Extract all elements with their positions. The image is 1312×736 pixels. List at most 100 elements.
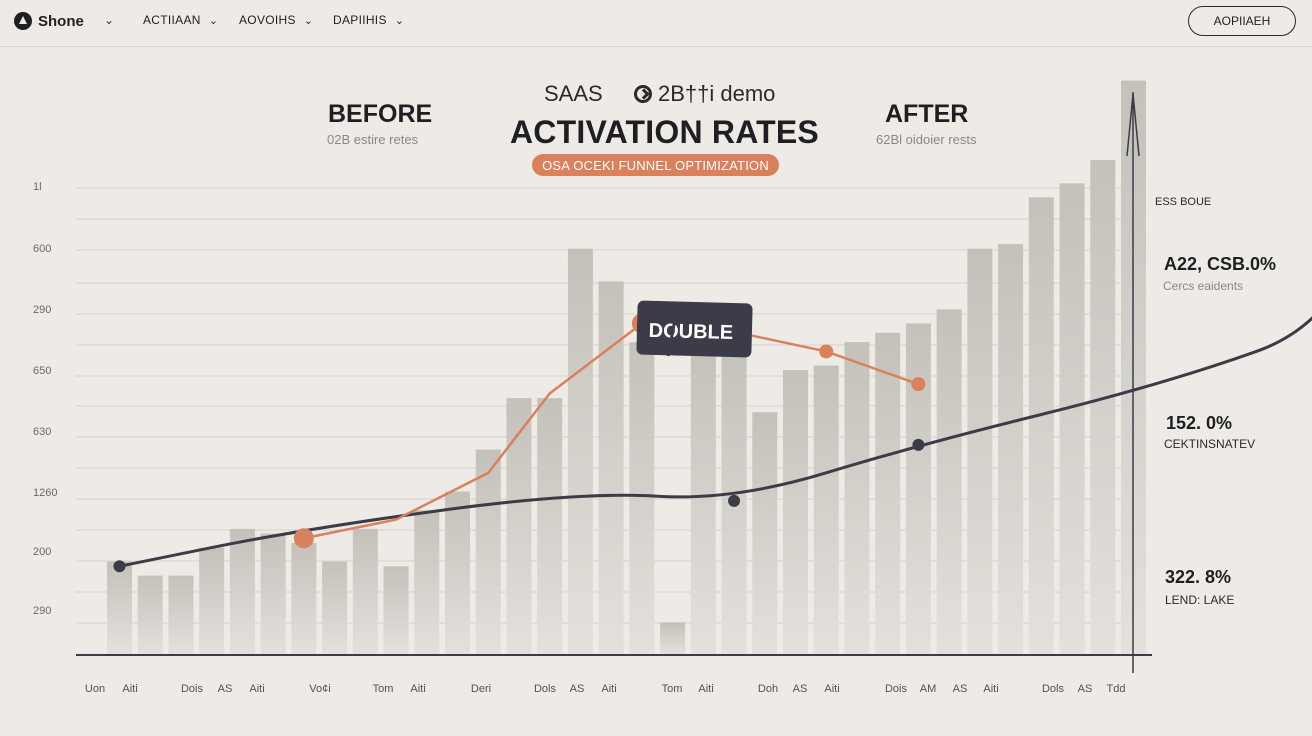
y-tick-label: 650 <box>33 365 51 377</box>
x-tick-label: Dols <box>1042 683 1065 695</box>
y-tick-label: 1260 <box>33 487 57 499</box>
x-tick-label: Aiti <box>410 683 425 695</box>
y-tick-label: 600 <box>33 243 51 255</box>
chart-title: ACTIVATION RATES <box>510 114 819 150</box>
nav-item-label: AOVOIHS <box>239 13 296 27</box>
x-tick-label: Aiti <box>824 683 839 695</box>
series-marker <box>113 560 126 573</box>
bar <box>690 342 716 655</box>
bar <box>875 332 901 655</box>
bar <box>352 528 378 655</box>
bar <box>291 542 317 655</box>
bar <box>260 533 286 655</box>
stats-header: ESS BOUE <box>1155 196 1212 208</box>
x-tick-label: AM <box>920 683 937 695</box>
bar <box>998 244 1024 656</box>
x-tick-label: AS <box>953 683 968 695</box>
x-tick-label: Tdd <box>1107 683 1126 695</box>
y-tick-label: 1l <box>33 181 42 193</box>
bar <box>537 398 563 655</box>
y-tick-label: 290 <box>33 605 51 617</box>
bar <box>660 622 686 655</box>
bar <box>844 342 870 655</box>
x-tick-label: AS <box>793 683 808 695</box>
bar <box>598 281 624 655</box>
series-line-optimized <box>302 317 920 540</box>
stat-label-1: Cercs eaidents <box>1163 279 1244 293</box>
bar <box>199 547 225 655</box>
brand-name: Shone <box>38 12 84 30</box>
nav-item-label: DAPIIHIS <box>333 13 387 27</box>
callout-box <box>636 300 753 358</box>
after-title: AFTER <box>885 100 969 128</box>
bar <box>629 342 655 655</box>
stat-label-3: LEND: LAKE <box>1165 593 1235 607</box>
brand-logo-icon <box>14 12 32 30</box>
bar <box>414 510 440 655</box>
y-tick-label: 630 <box>33 426 51 438</box>
nav-item-3[interactable]: DAPIIHIS ⌄ <box>333 13 404 27</box>
x-tick-label: AS <box>1078 683 1093 695</box>
nav-item-label: ACTIIAAN <box>143 13 201 27</box>
x-tick-label: Tom <box>373 683 394 695</box>
nav-item-1[interactable]: ACTIIAAN ⌄ <box>143 13 218 27</box>
y-tick-label: 200 <box>33 546 51 558</box>
bar <box>567 248 593 655</box>
brand-chevron-down-icon[interactable]: ⌄ <box>104 13 115 27</box>
bar <box>229 528 255 655</box>
chevron-down-icon: ⌄ <box>208 14 219 27</box>
bar <box>936 309 962 655</box>
x-tick-label: Aiti <box>122 683 137 695</box>
x-tick-label: Dois <box>885 683 908 695</box>
nav-item-2[interactable]: AOVOIHS ⌄ <box>239 13 313 27</box>
x-tick-label: AS <box>570 683 585 695</box>
before-title: BEFORE <box>328 100 433 128</box>
stat-value-1: A22, CSB.0% <box>1164 254 1277 274</box>
bar <box>107 561 132 655</box>
after-subtitle: 62Bl oidoier rests <box>876 132 977 147</box>
bar <box>1059 183 1085 655</box>
x-tick-label: Tom <box>662 683 683 695</box>
bar <box>137 575 163 655</box>
bar <box>905 323 931 655</box>
bar <box>813 365 839 655</box>
chevron-down-icon: ⌄ <box>303 14 314 27</box>
series-marker <box>728 494 741 507</box>
x-tick-label: Aiti <box>249 683 264 695</box>
x-tick-label: Doh <box>758 683 778 695</box>
double-callout: DOUBLE <box>636 300 753 358</box>
bar <box>383 566 409 655</box>
bar <box>168 575 194 655</box>
stat-label-2: CEKTINSNATEV <box>1164 437 1256 451</box>
series-marker <box>911 377 926 392</box>
bar <box>475 449 501 655</box>
brand[interactable]: Shone <box>14 12 84 30</box>
bar <box>1028 197 1054 655</box>
check-circle-icon <box>634 85 652 103</box>
x-tick-label: Aiti <box>983 683 998 695</box>
saas-label: SAAS <box>544 81 603 106</box>
y-tick-label: 290 <box>33 304 51 316</box>
x-tick-label: Dols <box>534 683 557 695</box>
bar <box>1090 159 1116 656</box>
bar <box>783 370 808 655</box>
bar <box>506 398 532 655</box>
x-tick-label: Vo¢i <box>309 683 330 695</box>
x-tick-label: Aiti <box>601 683 616 695</box>
top-nav: Shone ⌄ ACTIIAAN ⌄ AOVOIHS ⌄ DAPIIHIS ⌄ … <box>0 0 1312 47</box>
bar <box>445 491 470 655</box>
series-marker <box>912 438 925 451</box>
callout-pointer <box>666 310 679 357</box>
demo-label: 2B††i demo <box>634 81 775 107</box>
funnel-badge: OSA OCEKI FUNNEL OPTIMIZATION <box>532 154 779 176</box>
series-line-trend <box>118 316 1312 568</box>
chevron-down-icon: ⌄ <box>394 14 405 27</box>
before-subtitle: 02B estire retes <box>327 132 419 147</box>
series-marker <box>293 528 314 549</box>
x-tick-label: Dois <box>181 683 204 695</box>
bar <box>322 561 348 655</box>
bar <box>967 248 993 655</box>
stat-value-3: 322. 8% <box>1165 567 1232 587</box>
top-action-button[interactable]: AOPIIAEH <box>1188 6 1296 36</box>
